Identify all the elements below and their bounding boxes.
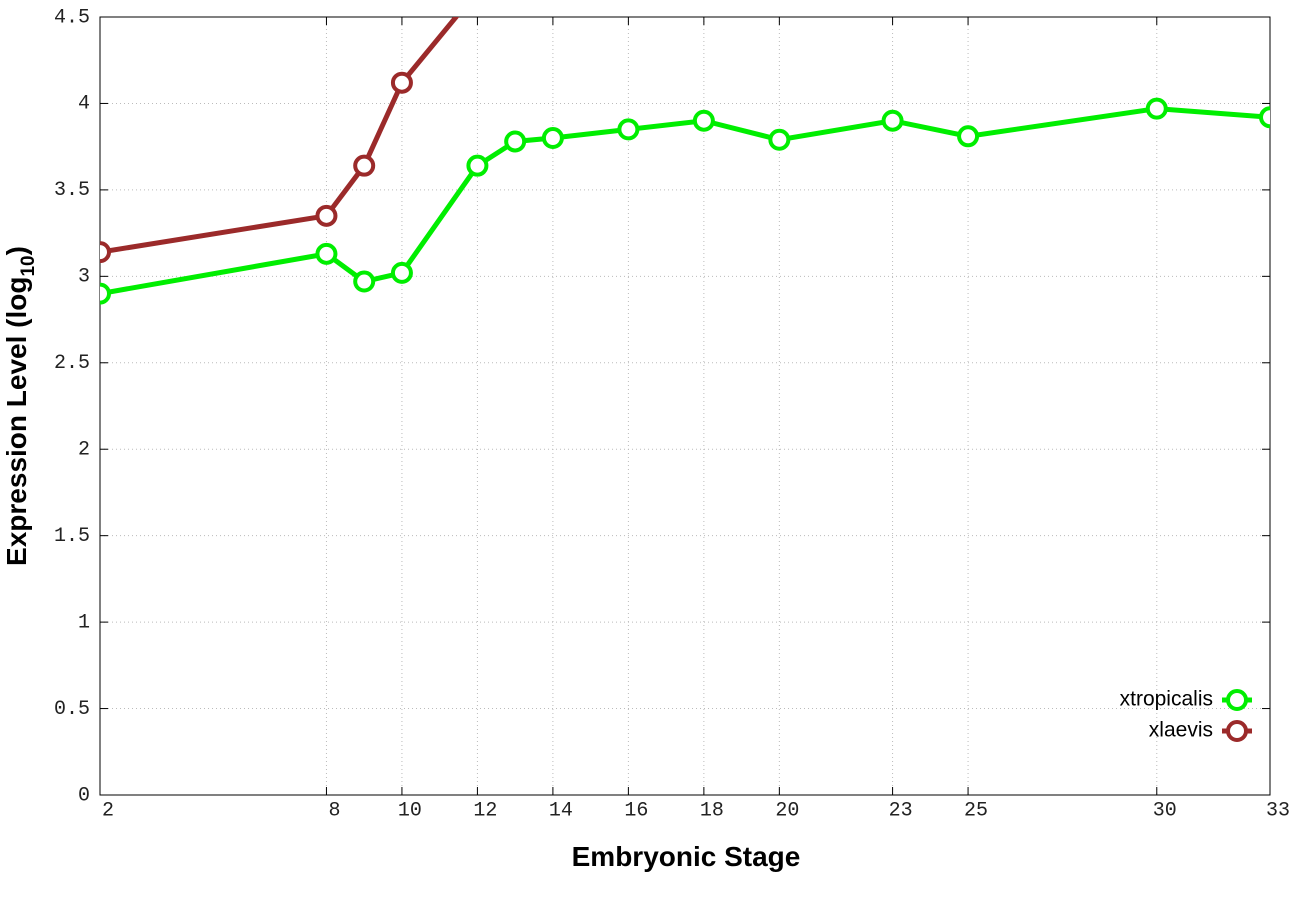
data-point: [504, 130, 527, 153]
y-tick-label: 1.5: [54, 525, 90, 548]
x-tick-label: 18: [700, 799, 724, 822]
y-tick-label: 4.5: [54, 6, 90, 29]
y-tick-label: 3.5: [54, 179, 90, 202]
y-tick-label: 4: [78, 93, 90, 116]
y-tick-label: 1: [78, 611, 90, 634]
x-tick-label: 12: [473, 799, 497, 822]
plot-area: [100, 17, 1270, 305]
legend-label: xlaevis: [1149, 719, 1213, 742]
data-point: [353, 270, 376, 293]
x-tick-label: 23: [889, 799, 913, 822]
x-tick-label: 25: [964, 799, 988, 822]
data-point: [768, 128, 791, 151]
data-point: [390, 71, 413, 94]
data-point: [353, 154, 376, 177]
y-tick-label: 3: [78, 266, 90, 289]
y-tick-label: 2.5: [54, 352, 90, 375]
y-tick-label: 0.5: [54, 698, 90, 721]
y-tick-label: 2: [78, 439, 90, 462]
x-tick-label: 30: [1153, 799, 1177, 822]
y-axis-label: Expression Level (log10): [1, 246, 39, 566]
data-point: [1145, 97, 1168, 120]
y-tick-label: 0: [78, 784, 90, 807]
data-point: [100, 282, 111, 305]
data-point: [541, 127, 564, 150]
y-axis-label-suffix: ): [1, 246, 32, 255]
data-point: [466, 154, 489, 177]
data-point: [315, 242, 338, 265]
series-line: [100, 17, 460, 255]
plot-border: [99, 16, 1271, 796]
x-tick-label: 2: [102, 799, 114, 822]
legend-label: xtropicalis: [1120, 688, 1213, 711]
x-tick-label: 8: [328, 799, 340, 822]
x-tick-label: 10: [398, 799, 422, 822]
x-tick-label: 16: [624, 799, 648, 822]
x-tick-label: 14: [549, 799, 573, 822]
x-tick-label: 33: [1266, 799, 1290, 822]
data-point: [692, 109, 715, 132]
data-point: [1259, 106, 1270, 129]
y-axis-label-text: Expression Level (log: [1, 277, 32, 566]
data-point: [390, 261, 413, 284]
data-point: [881, 109, 904, 132]
data-point: [957, 125, 980, 148]
series-line: [100, 106, 1270, 297]
x-axis-label: Embryonic Stage: [572, 841, 801, 872]
legend-swatch: [1226, 689, 1248, 711]
data-point: [315, 204, 338, 227]
legend-swatch: [1226, 720, 1248, 742]
data-point: [100, 241, 111, 264]
data-point: [617, 118, 640, 141]
y-axis-label-subscript: 10: [18, 255, 39, 276]
x-tick-label: 20: [775, 799, 799, 822]
